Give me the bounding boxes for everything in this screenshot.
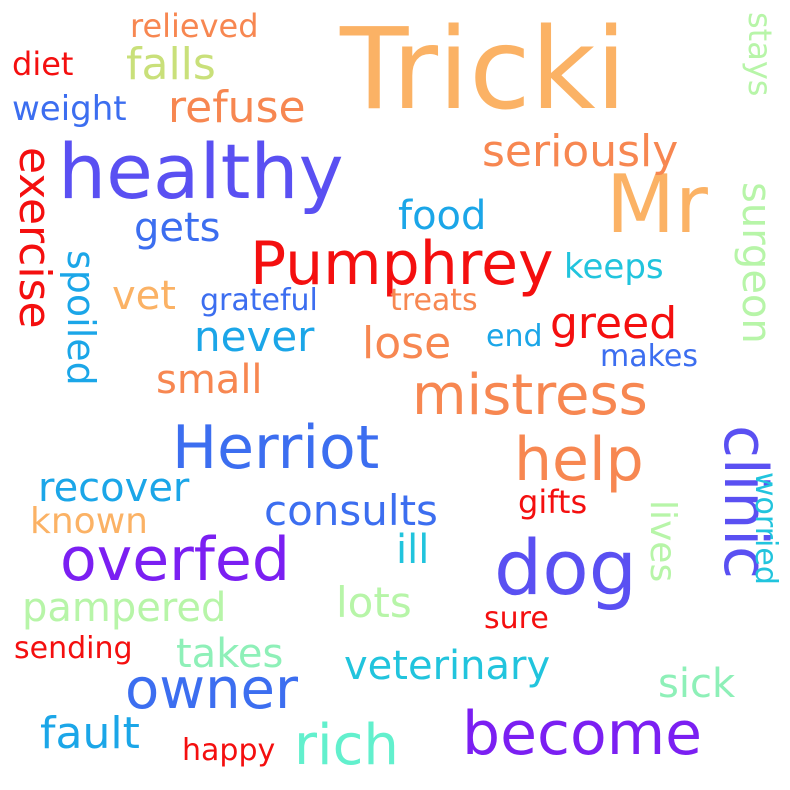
- word-ill: ill: [396, 527, 430, 573]
- word-keeps: keeps: [564, 247, 664, 287]
- word-healthy: healthy: [58, 127, 344, 216]
- word-lose: lose: [362, 318, 452, 369]
- word-overfed: overfed: [60, 525, 290, 595]
- word-refuse: refuse: [168, 82, 306, 133]
- word-falls: falls: [126, 39, 216, 90]
- word-lots: lots: [336, 578, 412, 627]
- word-exercise: exercise: [9, 147, 60, 329]
- word-weight: weight: [12, 89, 127, 129]
- word-become: become: [462, 699, 703, 769]
- word-surgeon: surgeon: [733, 182, 779, 344]
- word-known: known: [30, 501, 148, 542]
- word-consults: consults: [264, 486, 438, 535]
- word-worried: worried: [748, 472, 783, 585]
- word-sure: sure: [484, 601, 549, 636]
- word-lives: lives: [642, 500, 683, 583]
- word-gifts: gifts: [518, 483, 588, 521]
- word-food: food: [398, 193, 487, 239]
- word-mr: Mr: [606, 158, 708, 251]
- word-makes: makes: [600, 339, 698, 374]
- word-gets: gets: [134, 205, 221, 251]
- word-relieved: relieved: [130, 7, 259, 45]
- word-happy: happy: [182, 733, 276, 768]
- word-tricki: Tricki: [340, 5, 627, 135]
- word-takes: takes: [176, 631, 284, 677]
- word-sending: sending: [14, 631, 133, 666]
- word-owner: owner: [125, 657, 299, 722]
- word-stays: stays: [741, 12, 779, 97]
- word-greed: greed: [550, 298, 678, 349]
- word-help: help: [514, 425, 644, 495]
- word-pumphrey: Pumphrey: [250, 229, 554, 299]
- word-treats: treats: [390, 283, 478, 318]
- word-recover: recover: [38, 465, 190, 511]
- word-fault: fault: [40, 708, 140, 759]
- word-mistress: mistress: [412, 363, 648, 428]
- word-seriously: seriously: [482, 126, 679, 177]
- word-veterinary: veterinary: [344, 643, 551, 689]
- word-sick: sick: [658, 661, 736, 707]
- word-dog: dog: [494, 523, 637, 612]
- word-end: end: [486, 319, 543, 354]
- word-vet: vet: [112, 273, 176, 319]
- word-spoiled: spoiled: [59, 250, 103, 386]
- word-diet: diet: [12, 45, 74, 83]
- word-pampered: pampered: [22, 585, 227, 631]
- word-small: small: [156, 357, 263, 403]
- word-never: never: [194, 312, 315, 361]
- word-herriot: Herriot: [172, 413, 380, 483]
- word-grateful: grateful: [200, 283, 318, 318]
- word-rich: rich: [294, 713, 399, 778]
